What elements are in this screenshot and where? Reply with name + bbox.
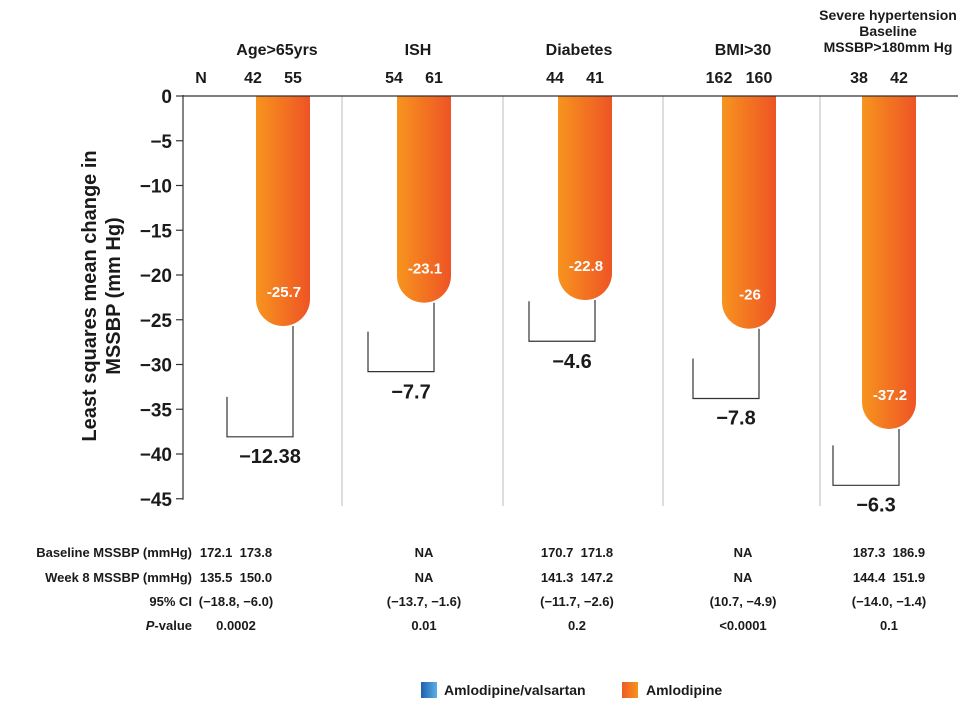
y-tick-label: −20 [140,266,172,287]
table-row-label: P-value [146,618,192,633]
table-cell: <0.0001 [719,618,766,633]
bars-layer [226,96,916,486]
y-tick-label: −5 [150,132,172,153]
p-rest: -value [154,618,192,633]
legend-swatch [421,682,437,698]
y-axis-label-line: Least squares mean change in [79,150,101,441]
n-value-combo: 38 [850,70,868,87]
difference-label: −6.3 [856,494,895,516]
y-tick-label: −25 [140,311,173,332]
y-axis-label: Least squares mean change in MSSBP (mm Hg… [79,150,125,441]
table-cell: 187.3 186.9 [853,545,925,560]
table-row-label: 95% CI [149,594,192,609]
table-cell: NA [734,570,753,585]
bar-amlodipine [397,96,451,303]
n-value-amlodipine: 160 [746,70,773,87]
difference-label: −4.6 [552,351,591,373]
group-label: MSSBP>180mm Hg [824,39,953,55]
table-cell: 0.1 [880,618,898,633]
group-label: Baseline [859,23,917,39]
p-italic: P [146,618,155,633]
bar-value-label: -25.7 [267,284,301,301]
table-cell: (−18.8, −6.0) [199,594,273,609]
table-cell: (−13.7, −1.6) [387,594,461,609]
table-cell: 0.0002 [216,618,256,633]
difference-label: −7.8 [716,408,755,430]
table-cell: (−14.0, −1.4) [852,594,926,609]
data-table: Baseline MSSBP (mmHg) 172.1 173.8 NA 170.7 … [36,545,926,633]
legend: Amlodipine/valsartan Amlodipine [421,682,722,698]
n-value-combo: 54 [385,70,403,87]
table-row-label: Week 8 MSSBP (mmHg) [45,570,192,585]
y-tick-label: −45 [140,490,173,511]
legend-label: Amlodipine [646,682,722,698]
table-row-label: Baseline MSSBP (mmHg) [36,545,192,560]
difference-bracket [832,428,900,486]
table-cell: (10.7, −4.9) [710,594,777,609]
n-value-amlodipine: 42 [890,70,908,87]
table-cell: 135.5 150.0 [200,570,272,585]
difference-bracket [367,302,435,373]
difference-label: −12.38 [239,446,301,468]
group-label: Diabetes [546,42,613,59]
y-tick-label: −40 [140,445,172,466]
bar-value-label: -26 [739,287,761,304]
y-tick-label: −30 [140,356,172,377]
grid-layer [341,96,821,506]
table-cell: NA [415,545,434,560]
bar-amlodipine [256,96,310,327]
table-cell: 0.2 [568,618,586,633]
difference-label: −7.7 [391,382,430,404]
table-cell: 141.3 147.2 [541,570,613,585]
n-label: N [195,70,207,87]
difference-bracket [692,328,760,400]
table-cell: 172.1 173.8 [200,545,272,560]
bar-amlodipine [862,96,916,429]
bar-value-label: -22.8 [569,258,603,275]
difference-bracket [226,326,294,438]
labels-layer: 0 −5 −10 −15 −20 −25 −30 −35 −40 −45 Least squares… [79,7,957,516]
table-cell: NA [734,545,753,560]
bar-amlodipine [722,96,776,329]
group-label: BMI>30 [715,42,772,59]
y-tick-label: −10 [140,177,172,198]
table-cell: 144.4 151.9 [853,570,925,585]
n-value-combo: 162 [706,70,733,87]
bar-amlodipine [558,96,612,301]
group-label: ISH [405,42,432,59]
table-cell: 0.01 [411,618,436,633]
n-value-amlodipine: 61 [425,70,443,87]
difference-bracket [528,300,596,342]
y-tick-label: −15 [140,221,173,242]
n-value-amlodipine: 41 [586,70,604,87]
group-label: Severe hypertension [819,7,957,23]
table-cell: 170.7 171.8 [541,545,613,560]
bar-value-label: -37.2 [873,387,907,404]
legend-swatch [622,682,638,698]
legend-label: Amlodipine/valsartan [444,682,586,698]
table-cell: (−11.7, −2.6) [540,594,614,609]
n-value-amlodipine: 55 [284,70,302,87]
axis-layer [176,95,958,500]
y-tick-label: −35 [140,400,173,421]
y-axis-label-line: MSSBP (mm Hg) [103,217,125,374]
n-value-combo: 42 [244,70,262,87]
y-tick-label: 0 [161,87,172,108]
n-value-combo: 44 [546,70,564,87]
group-label: Age>65yrs [236,42,317,59]
table-cell: NA [415,570,434,585]
bar-value-label: -23.1 [408,261,442,278]
